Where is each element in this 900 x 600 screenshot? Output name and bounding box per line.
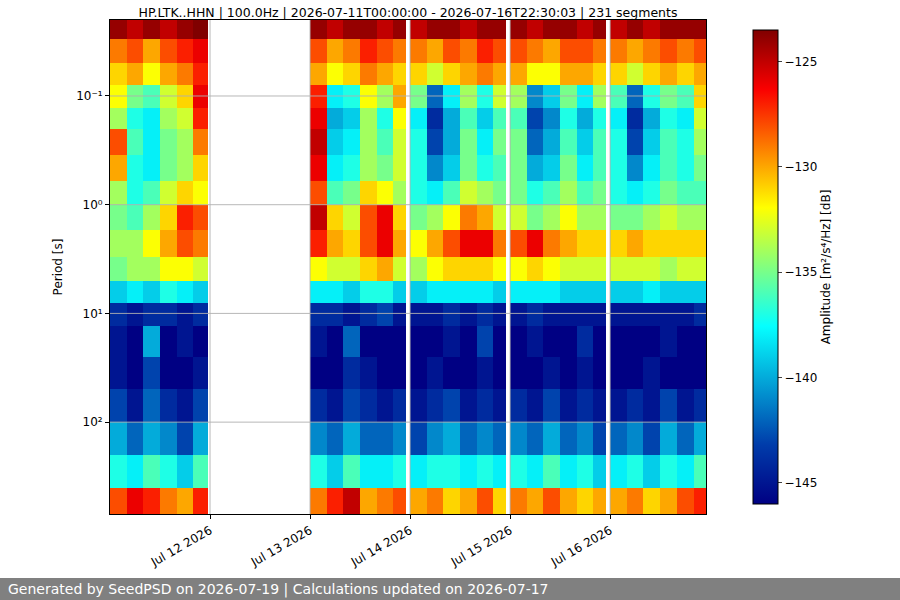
svg-text:−140: −140 [784,371,817,385]
svg-text:Amplitude [m²/s⁴/Hz] [dB]: Amplitude [m²/s⁴/Hz] [dB] [819,190,833,345]
svg-text:10¹: 10¹ [83,307,103,321]
svg-text:Jul 14 2026: Jul 14 2026 [348,523,415,570]
svg-text:−135: −135 [784,265,817,279]
svg-text:10²: 10² [83,415,103,429]
svg-text:Jul 16 2026: Jul 16 2026 [548,523,615,570]
svg-text:HP.LTK..HHN | 100.0Hz | 2026-0: HP.LTK..HHN | 100.0Hz | 2026-07-11T00:00… [139,5,678,20]
svg-text:10⁰: 10⁰ [83,198,103,212]
svg-text:−130: −130 [784,160,817,174]
svg-text:10⁻¹: 10⁻¹ [76,89,103,103]
html-text:Generated by SeedPSD on 2026-0: Generated by SeedPSD on 2026-07-19 | Cal… [8,581,549,597]
svg-text:−125: −125 [784,55,817,69]
svg-text:Jul 15 2026: Jul 15 2026 [448,523,515,570]
svg-text:−145: −145 [784,476,817,490]
svg-text:Jul 13 2026: Jul 13 2026 [248,523,315,570]
svg-text:Jul 12 2026: Jul 12 2026 [148,523,215,570]
svg-text:Period [s]: Period [s] [51,239,65,296]
